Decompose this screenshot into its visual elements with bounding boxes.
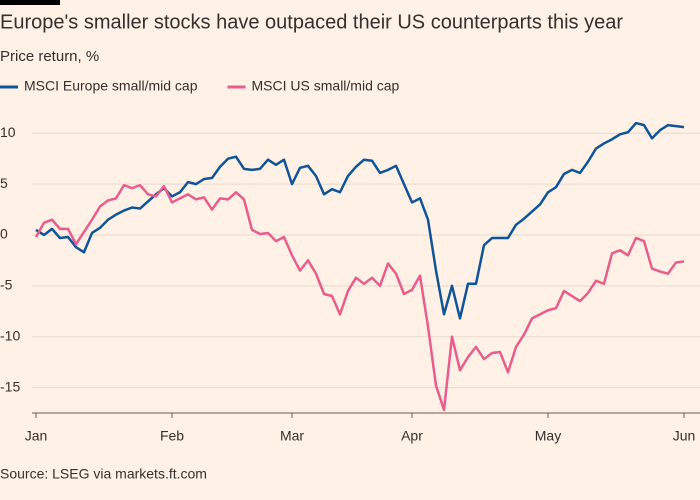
x-tick-label: Jun: [673, 428, 696, 444]
legend-label: MSCI Europe small/mid cap: [24, 78, 198, 94]
series-line: [35, 121, 685, 320]
brand-bar: [0, 0, 60, 5]
x-tick-label: Apr: [401, 428, 423, 444]
source: Source: LSEG via markets.ft.com: [0, 466, 207, 482]
chart-title: Europe's smaller stocks have outpaced th…: [0, 11, 623, 33]
y-tick-label: -5: [0, 277, 13, 293]
x-tick-label: Mar: [280, 428, 304, 444]
series-line: [34, 183, 685, 412]
y-tick-label: -10: [0, 327, 20, 343]
legend-label: MSCI US small/mid cap: [252, 78, 400, 94]
y-tick-label: 0: [0, 226, 8, 242]
y-tick-label: -15: [0, 378, 20, 394]
chart-subtitle: Price return, %: [0, 48, 99, 65]
x-tick-label: Jan: [25, 428, 48, 444]
x-tick-label: May: [535, 428, 561, 444]
y-tick-label: 10: [0, 124, 16, 140]
y-tick-label: 5: [0, 175, 8, 191]
x-tick-label: Feb: [160, 428, 184, 444]
